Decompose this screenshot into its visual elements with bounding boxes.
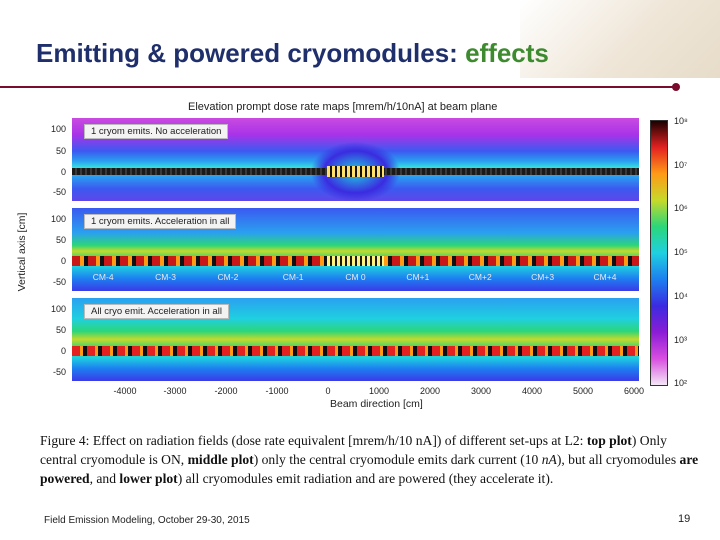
x-tick: -2000 xyxy=(214,386,238,396)
colorbar xyxy=(650,120,668,386)
cm-label: CM+2 xyxy=(468,272,492,282)
cm-label: CM+4 xyxy=(593,272,617,282)
cm-label: CM-4 xyxy=(92,272,114,282)
cm-label: CM-3 xyxy=(155,272,176,282)
footer-text: Field Emission Modeling, October 29-30, … xyxy=(44,515,250,526)
panel-label-bottom: All cryo emit. Acceleration in all xyxy=(84,304,229,319)
y-tick: 100 xyxy=(50,124,66,134)
y-axis-label: Vertical axis [cm] xyxy=(16,212,28,292)
panel-label-top: 1 cryom emits. No acceleration xyxy=(84,124,229,139)
cm-label: CM+3 xyxy=(531,272,555,282)
y-tick: 0 xyxy=(60,167,66,177)
y-tick: -50 xyxy=(52,277,66,287)
dose-map-bottom: All cryo emit. Acceleration in all xyxy=(72,298,639,381)
title-highlight: effects xyxy=(465,38,549,68)
cm-label: CM+1 xyxy=(406,272,430,282)
y-tick: 50 xyxy=(55,146,66,156)
page-number: 19 xyxy=(678,513,691,525)
slide-title: Emitting & powered cryomodules: effects xyxy=(36,38,549,68)
colorbar-tick: 10³ xyxy=(674,335,688,345)
y-tick: 0 xyxy=(60,256,66,266)
x-tick: 0 xyxy=(325,386,331,396)
y-tick: 100 xyxy=(50,214,66,224)
y-tick: -50 xyxy=(52,187,66,197)
x-tick: -4000 xyxy=(113,386,137,396)
colorbar-tick: 10⁶ xyxy=(674,203,688,213)
y-tick: 0 xyxy=(60,346,66,356)
x-tick: 4000 xyxy=(521,386,543,396)
x-tick: 6000 xyxy=(623,386,645,396)
figure-title: Elevation prompt dose rate maps [mrem/h/… xyxy=(188,101,498,113)
y-tick: -50 xyxy=(52,367,66,377)
figure-caption: Figure 4: Effect on radiation fields (do… xyxy=(40,433,699,486)
x-tick: -1000 xyxy=(265,386,289,396)
colorbar-tick: 10² xyxy=(674,378,688,388)
cm-label: CM-2 xyxy=(217,272,239,282)
colorbar-tick: 10⁵ xyxy=(674,247,688,257)
y-tick: 100 xyxy=(50,304,66,314)
x-tick: -3000 xyxy=(163,386,187,396)
y-tick: 50 xyxy=(55,325,66,335)
title-rule xyxy=(0,86,676,88)
x-tick: 3000 xyxy=(470,386,492,396)
title-rule-dot xyxy=(672,83,680,91)
x-tick: 2000 xyxy=(419,386,441,396)
x-axis-label: Beam direction [cm] xyxy=(330,398,423,410)
cm-label: CM-1 xyxy=(282,272,304,282)
corner-decoration xyxy=(520,0,720,78)
y-tick: 50 xyxy=(55,235,66,245)
colorbar-tick: 10⁸ xyxy=(674,116,688,126)
dose-map-top: 1 cryom emits. No acceleration xyxy=(72,118,639,201)
x-tick: 1000 xyxy=(368,386,390,396)
colorbar-tick: 10⁴ xyxy=(674,291,688,301)
colorbar-tick: 10⁷ xyxy=(674,160,688,170)
x-tick: 5000 xyxy=(572,386,594,396)
caption-figure-number: Figure 4: xyxy=(40,433,90,448)
panel-label-middle: 1 cryom emits. Acceleration in all xyxy=(84,214,237,229)
cm-label: CM 0 xyxy=(345,272,366,282)
dose-map-middle: 1 cryom emits. Acceleration in all CM-4 … xyxy=(72,208,639,291)
